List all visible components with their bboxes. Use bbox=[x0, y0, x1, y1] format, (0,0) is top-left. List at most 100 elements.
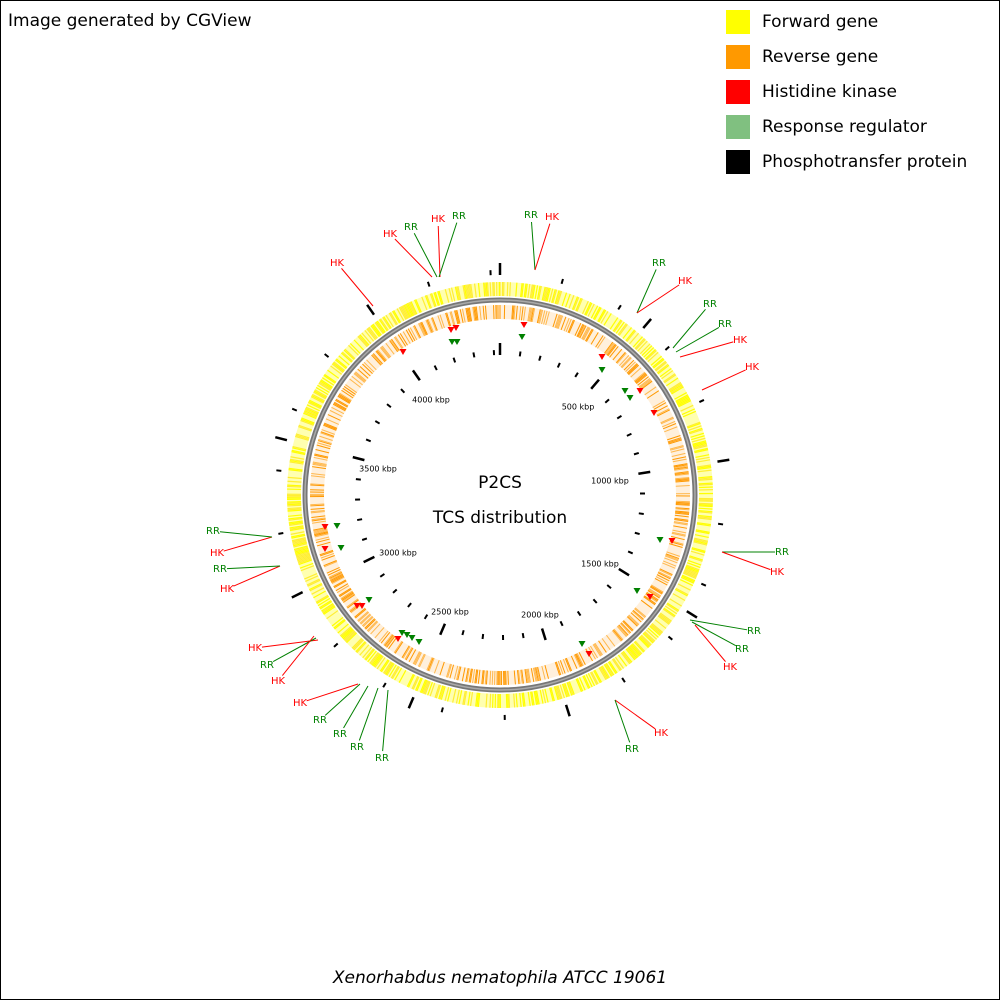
reverse-gene bbox=[311, 518, 326, 522]
reverse-gene bbox=[649, 586, 663, 595]
reverse-gene bbox=[321, 429, 335, 435]
forward-gene bbox=[448, 288, 453, 302]
reverse-gene bbox=[568, 320, 576, 334]
forward-gene bbox=[287, 507, 302, 510]
forward-gene bbox=[305, 407, 319, 415]
reverse-gene bbox=[409, 327, 418, 341]
reverse-gene bbox=[446, 663, 451, 678]
forward-gene bbox=[385, 662, 394, 676]
reverse-gene bbox=[660, 416, 674, 424]
reverse-gene bbox=[393, 640, 403, 654]
reverse-gene bbox=[615, 351, 626, 364]
forward-gene bbox=[672, 593, 686, 602]
forward-gene bbox=[332, 362, 345, 372]
reverse-gene bbox=[310, 483, 325, 486]
tcs-marker bbox=[403, 632, 411, 638]
reverse-gene bbox=[631, 610, 644, 621]
forward-gene bbox=[289, 522, 304, 526]
feature-leader bbox=[679, 341, 734, 358]
forward-gene bbox=[554, 685, 561, 700]
reverse-gene bbox=[311, 472, 326, 476]
forward-gene bbox=[421, 296, 428, 311]
forward-gene bbox=[693, 540, 708, 545]
forward-gene bbox=[301, 417, 315, 424]
reverse-gene bbox=[329, 572, 343, 580]
forward-gene bbox=[680, 404, 694, 412]
forward-gene bbox=[693, 538, 708, 544]
forward-gene bbox=[508, 693, 511, 708]
forward-gene bbox=[333, 361, 346, 372]
reverse-gene bbox=[672, 456, 687, 461]
forward-gene bbox=[515, 282, 518, 297]
feature-leader bbox=[343, 685, 369, 729]
reverse-gene bbox=[622, 620, 633, 632]
reverse-gene bbox=[317, 440, 332, 446]
forward-gene bbox=[433, 292, 439, 306]
reverse-gene bbox=[671, 532, 686, 537]
reverse-gene bbox=[361, 615, 373, 627]
forward-gene bbox=[430, 293, 437, 307]
forward-gene bbox=[573, 296, 580, 311]
forward-gene bbox=[568, 681, 575, 695]
forward-gene bbox=[582, 675, 590, 689]
reverse-gene bbox=[585, 328, 593, 342]
reverse-gene bbox=[674, 467, 689, 471]
forward-gene bbox=[663, 373, 676, 383]
reverse-gene bbox=[613, 628, 624, 641]
forward-gene bbox=[607, 661, 617, 674]
forward-gene bbox=[287, 476, 302, 480]
forward-gene bbox=[589, 671, 598, 685]
forward-gene bbox=[674, 392, 688, 400]
reverse-gene bbox=[659, 569, 673, 577]
feature-leader bbox=[438, 222, 458, 278]
reverse-gene bbox=[310, 509, 325, 513]
forward-gene bbox=[692, 440, 707, 445]
forward-gene bbox=[609, 317, 619, 330]
reverse-gene bbox=[375, 350, 386, 363]
reverse-gene bbox=[372, 353, 383, 365]
forward-gene bbox=[388, 664, 397, 678]
outer-tick bbox=[621, 677, 626, 683]
forward-gene bbox=[344, 348, 356, 360]
reverse-gene bbox=[537, 309, 542, 324]
forward-gene bbox=[293, 541, 307, 547]
reverse-gene bbox=[544, 665, 550, 679]
reverse-gene bbox=[332, 403, 346, 412]
reverse-gene bbox=[675, 501, 690, 504]
forward-gene bbox=[390, 665, 399, 679]
forward-gene bbox=[319, 600, 333, 610]
reverse-gene bbox=[639, 378, 652, 389]
reverse-gene bbox=[543, 310, 548, 325]
reverse-gene bbox=[652, 400, 666, 408]
forward-gene bbox=[310, 396, 324, 404]
inner-tick bbox=[518, 351, 522, 357]
reverse-gene bbox=[399, 333, 408, 346]
inner-tick bbox=[606, 584, 612, 590]
outer-tick bbox=[717, 522, 724, 526]
forward-gene bbox=[438, 685, 444, 700]
forward-gene bbox=[541, 689, 547, 704]
forward-gene bbox=[685, 565, 700, 572]
forward-gene bbox=[612, 319, 622, 332]
forward-gene bbox=[331, 363, 344, 373]
reverse-gene bbox=[449, 664, 455, 679]
reverse-gene bbox=[545, 311, 550, 326]
forward-gene bbox=[422, 680, 429, 694]
reverse-gene bbox=[589, 645, 599, 659]
forward-gene bbox=[429, 293, 436, 308]
forward-gene bbox=[371, 653, 381, 666]
reverse-gene bbox=[433, 660, 440, 674]
forward-gene bbox=[462, 690, 466, 705]
tcs-marker bbox=[333, 523, 341, 529]
forward-gene bbox=[456, 286, 461, 301]
reverse-gene bbox=[579, 325, 587, 339]
reverse-gene bbox=[380, 346, 391, 358]
inner-tick bbox=[363, 555, 375, 564]
reverse-gene bbox=[357, 368, 369, 379]
reverse-gene bbox=[362, 363, 373, 374]
reverse-gene bbox=[314, 533, 329, 538]
reverse-gene bbox=[342, 387, 355, 397]
forward-gene bbox=[370, 652, 380, 665]
forward-gene bbox=[529, 284, 533, 299]
forward-gene bbox=[361, 332, 372, 344]
